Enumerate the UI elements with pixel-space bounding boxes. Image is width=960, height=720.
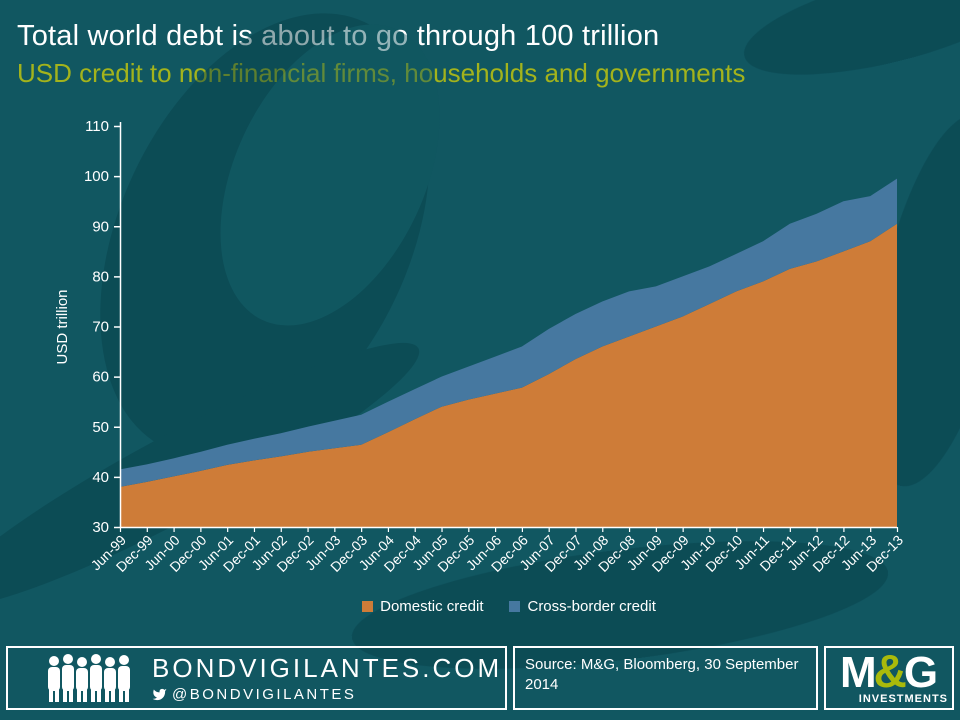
twitter-handle-text: @BONDVIGILANTES <box>172 686 357 703</box>
page-subtitle: USD credit to non-financial firms, house… <box>17 58 746 88</box>
domestic-credit-swatch-icon <box>362 601 374 612</box>
y-tick-label: 100 <box>84 168 109 185</box>
background-watermark <box>0 0 960 669</box>
y-tick-label: 30 <box>92 519 109 536</box>
y-tick-label: 90 <box>92 218 109 235</box>
y-tick-label: 70 <box>92 319 109 336</box>
source-box: Source: M&G, Bloomberg, 30 September 201… <box>513 646 818 710</box>
logo-ampersand: & <box>873 644 907 697</box>
mandg-logo: M & G <box>839 644 939 697</box>
logo-investments-label: INVESTMENTS <box>858 693 948 706</box>
twitter-handle: @BONDVIGILANTES <box>152 686 502 703</box>
legend-label-domestic: Domestic credit <box>380 598 484 615</box>
y-tick-label: 50 <box>92 419 109 436</box>
bondvigilantes-wordmark: BONDVIGILANTES.COM <box>152 653 503 683</box>
brand-text-block: BONDVIGILANTES.COM @BONDVIGILANTES <box>152 653 502 703</box>
chart-legend: Domestic credit Cross-border credit <box>120 598 898 615</box>
logo-letter-m: M <box>839 647 877 697</box>
people-crowd-icon <box>48 654 130 702</box>
mandg-logo-box: M & G INVESTMENTS <box>824 646 954 710</box>
y-axis-title: USD trillion <box>54 289 71 364</box>
legend-label-crossborder: Cross-border credit <box>527 598 656 615</box>
footer-brand-box: BONDVIGILANTES.COM @BONDVIGILANTES <box>6 646 507 710</box>
y-tick-label: 60 <box>92 369 109 386</box>
twitter-bird-icon <box>152 688 167 701</box>
page-title: Total world debt is about to go through … <box>17 20 660 52</box>
y-tick-label: 80 <box>92 268 109 285</box>
y-tick-label: 40 <box>92 469 109 486</box>
logo-letter-g: G <box>903 647 939 697</box>
cross-border-credit-swatch-icon <box>509 601 521 612</box>
legend-item-domestic: Domestic credit <box>362 598 483 615</box>
legend-item-crossborder: Cross-border credit <box>509 598 656 615</box>
area-domestic-credit <box>120 223 897 527</box>
area-cross-border-credit <box>120 178 897 487</box>
source-text: Source: M&G, Bloomberg, 30 September 201… <box>525 656 799 694</box>
y-tick-label: 110 <box>85 118 109 135</box>
